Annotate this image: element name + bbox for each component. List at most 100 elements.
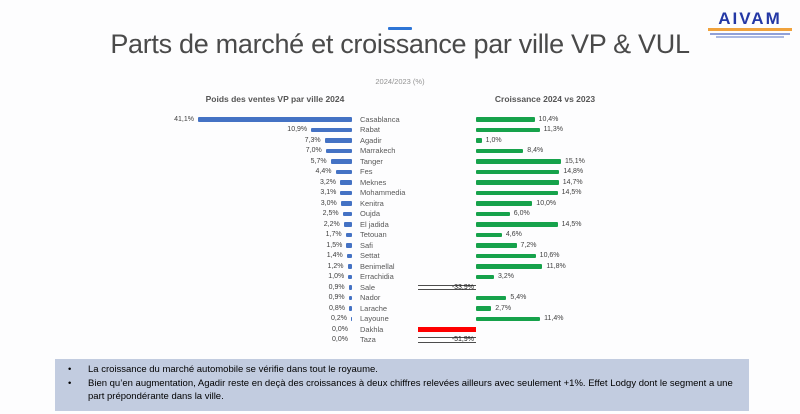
city-label-settat: Settat	[360, 251, 380, 261]
growth-bar-nador	[476, 295, 507, 301]
share-value-label: 0,8%	[329, 304, 345, 312]
growth-bar-larache	[476, 306, 492, 311]
share-bar-meknes	[340, 180, 352, 185]
share-bar-mohammedia	[340, 190, 352, 196]
share-value-label: 3,1%	[320, 189, 337, 197]
share-bar-settat	[346, 253, 352, 259]
city-label-benimellal: Benimellal	[360, 261, 395, 271]
city-label-agadir: Agadir	[360, 135, 382, 145]
share-bar-agadir	[324, 138, 352, 143]
share-bar-fes	[335, 169, 352, 175]
growth-value-label: 4,6%	[505, 231, 522, 239]
share-value-label: 1,2%	[327, 262, 344, 270]
growth-value-label: 11,8%	[546, 262, 566, 270]
growth-value-label: 14,5%	[561, 220, 582, 228]
growth-value-label: 2,7%	[495, 304, 512, 312]
share-bar-casablanca	[197, 117, 352, 122]
growth-bar-kenitra	[476, 201, 533, 206]
aivam-logo-orange-bar	[708, 28, 792, 31]
city-label-casablanca: Casablanca	[360, 114, 400, 124]
growth-bar-el-jadida	[476, 222, 558, 227]
growth-bar-rabat	[476, 127, 540, 133]
city-label-oujda: Oujda	[360, 209, 381, 219]
city-label-dakhla: Dakhla	[360, 324, 384, 334]
growth-bar-mohammedia	[476, 190, 558, 196]
page-subtitle: 2024/2023 (%)	[375, 77, 425, 86]
share-value-label: 7,0%	[305, 147, 322, 155]
aivam-logo-text: AIVAM	[718, 9, 782, 28]
share-value-label: 7,3%	[304, 136, 321, 144]
growth-bar-tetouan	[476, 232, 502, 238]
growth-bar-fes	[476, 169, 560, 175]
growth-bar-meknes	[476, 180, 559, 185]
growth-value-label: 6,0%	[513, 210, 530, 218]
growth-value-label: 5,4%	[510, 294, 527, 302]
city-label-taza: Taza	[360, 335, 376, 345]
city-label-tetouan: Tetouan	[360, 230, 387, 240]
right-chart-title: Croissance 2024 vs 2023	[494, 94, 596, 104]
growth-bar-settat	[476, 253, 536, 259]
share-value-label: 1,4%	[326, 252, 343, 260]
growth-value-label: 14,5%	[561, 189, 582, 197]
city-label-safi: Safi	[360, 240, 373, 250]
aivam-logo: AIVAM	[706, 9, 794, 39]
share-value-label: 2,2%	[323, 220, 340, 228]
share-bar-rabat	[311, 127, 352, 133]
growth-value-label: -33,9%	[451, 283, 474, 291]
growth-bar-benimellal	[476, 264, 543, 269]
growth-bar-layoune	[476, 316, 541, 322]
city-label-mohammedia: Mohammedia	[360, 188, 406, 198]
share-value-label: 4,4%	[315, 168, 332, 176]
aivam-logo-caption-line	[710, 33, 790, 35]
share-value-label: 10,9%	[287, 126, 308, 134]
share-bar-sale	[348, 285, 352, 290]
share-bar-oujda	[342, 211, 352, 217]
growth-bar-safi	[476, 243, 517, 248]
growth-bar-marrakech	[476, 148, 524, 154]
share-bar-safi	[346, 243, 352, 248]
growth-value-label: 8,4%	[527, 147, 544, 155]
share-value-label: 0,9%	[328, 283, 345, 291]
page-title: Parts de marché et croissance par ville …	[110, 29, 690, 59]
share-value-label: 1,0%	[328, 273, 345, 281]
city-label-meknes: Meknes	[360, 177, 387, 187]
growth-value-label: 10,6%	[539, 252, 560, 260]
growth-value-label: -51,9%	[451, 336, 474, 344]
share-bar-tetouan	[345, 232, 352, 238]
share-bar-nador	[348, 295, 352, 301]
city-label-errachidia: Errachidia	[360, 272, 394, 282]
share-value-label: 3,0%	[320, 199, 337, 207]
share-value-label: 5,7%	[310, 157, 327, 165]
city-label-sale: Sale	[360, 282, 376, 292]
growth-value-label: 14,8%	[563, 168, 584, 176]
share-bar-errachidia	[348, 274, 352, 280]
note-item: La croissance du marché automobile se vé…	[55, 363, 741, 377]
city-label-nador: Nador	[360, 293, 381, 303]
city-label-larache: Larache	[360, 303, 388, 313]
share-bar-tanger	[330, 159, 352, 164]
share-value-label: 2,5%	[322, 210, 339, 218]
note-item: Bien qu’en augmentation, Agadir reste en…	[55, 377, 741, 404]
share-value-label: 0,0%	[332, 336, 348, 344]
growth-value-label: 10,4%	[538, 115, 559, 123]
notes-box: La croissance du marché automobile se vé…	[55, 359, 749, 411]
growth-value-label: 11,3%	[543, 126, 563, 134]
city-label-el-jadida: El jadida	[360, 219, 389, 229]
share-bar-benimellal	[347, 264, 352, 269]
share-value-label: 41,1%	[174, 115, 194, 123]
notes-list: La croissance du marché automobile se vé…	[55, 363, 741, 404]
title-accent-dash	[388, 27, 412, 30]
share-bar-marrakech	[325, 148, 352, 154]
growth-bar-negative-taza	[418, 337, 476, 343]
growth-value-label: 7,2%	[520, 241, 537, 249]
growth-bar-casablanca	[476, 117, 535, 122]
growth-bar-agadir	[476, 138, 482, 143]
growth-value-label: 14,7%	[562, 178, 583, 186]
share-value-label: 0,0%	[332, 325, 348, 333]
growth-value-label: 10,0%	[536, 199, 557, 207]
share-value-label: 0,2%	[331, 315, 347, 323]
growth-bar-oujda	[476, 211, 510, 217]
share-bar-el-jadida	[343, 222, 352, 227]
